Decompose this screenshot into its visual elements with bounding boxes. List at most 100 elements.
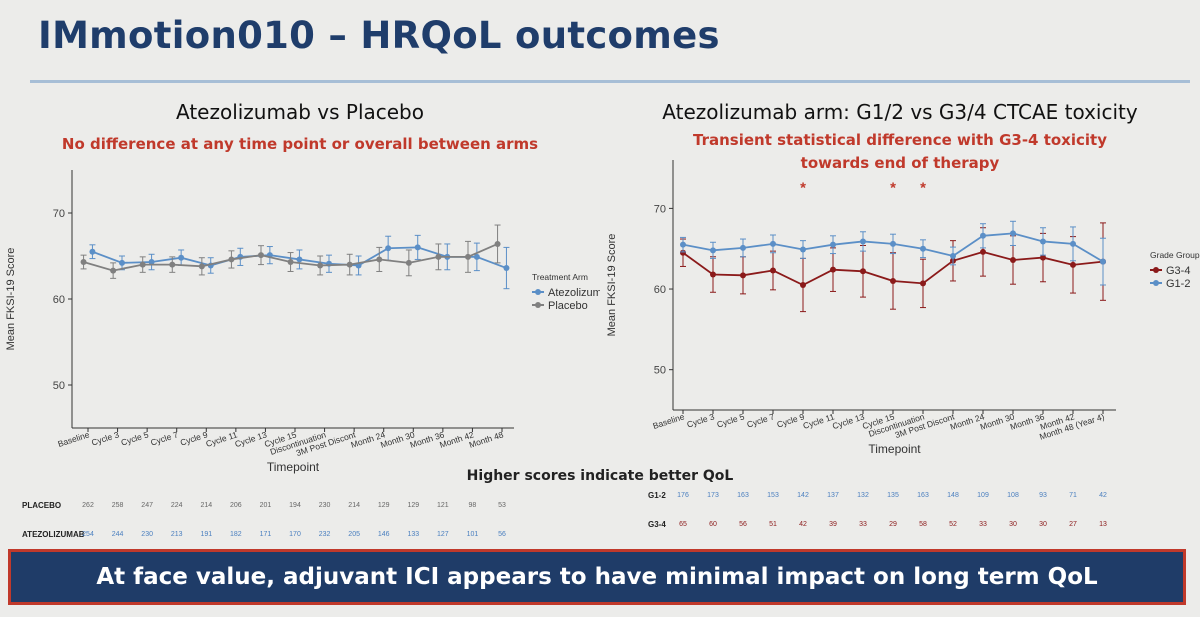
count-cell: 101: [466, 531, 479, 538]
count-cell: 230: [318, 502, 331, 509]
right-significance-marker: *: [800, 179, 806, 196]
right-data-point: [920, 280, 926, 287]
count-cell: 206: [230, 502, 242, 509]
right-chart-title: Atezolizumab arm: G1/2 vs G3/4 CTCAE tox…: [662, 100, 1138, 124]
right-y-axis-label: Mean FKSI-19 Score: [606, 234, 618, 337]
left-data-point: [80, 259, 87, 266]
count-cell: 13: [1099, 521, 1107, 528]
left-data-point: [503, 265, 510, 272]
left-data-point: [178, 254, 185, 261]
count-cell: 214: [200, 502, 213, 509]
count-cell: 163: [917, 492, 929, 499]
right-data-point: [770, 267, 776, 274]
left-x-tick-label: Cycle 5: [120, 429, 150, 447]
left-x-tick-label: Cycle 7: [149, 429, 179, 447]
count-cell: 191: [200, 531, 213, 538]
right-x-tick-label: Cycle 3: [686, 411, 716, 429]
right-data-point: [1010, 257, 1016, 263]
left-data-point: [110, 267, 117, 274]
left-y-tick-label: 60: [53, 294, 65, 306]
count-cell: 254: [82, 531, 94, 538]
right-x-axis-label: Timepoint: [868, 442, 921, 456]
count-cell: 121: [437, 502, 449, 509]
count-cell: 52: [949, 521, 957, 528]
left-data-point: [296, 256, 303, 263]
right-line-chart: 50 60 70 Baseline Cycle 3 Cycle 5 Cycle 7 Cycle…: [606, 160, 1200, 456]
right-data-point: [890, 277, 896, 284]
right-data-point: [950, 252, 956, 259]
count-cell: 30: [1009, 521, 1017, 528]
count-cell: 27: [1069, 521, 1077, 528]
right-data-point: [1070, 261, 1076, 268]
left-data-point: [257, 252, 264, 259]
left-x-tick-label: Cycle 3: [90, 429, 120, 447]
left-chart-title: Atezolizumab vs Placebo: [175, 100, 424, 124]
right-data-point: [710, 247, 716, 254]
count-cell: 60: [709, 521, 717, 528]
right-x-tick-label: Cycle 7: [746, 411, 776, 429]
count-cell: 258: [111, 502, 124, 509]
count-cell: 108: [1007, 492, 1019, 499]
left-chart-subtitle: No difference at any time point or overa…: [61, 135, 539, 153]
count-cell: 30: [1039, 521, 1047, 528]
count-cell: 214: [348, 502, 360, 509]
count-cell: 51: [769, 521, 777, 528]
count-row-label: G3-4: [648, 520, 666, 529]
left-legend-label: Placebo: [548, 300, 588, 312]
right-data-point: [770, 240, 776, 247]
left-data-point: [346, 261, 353, 268]
right-significance-marker: *: [890, 179, 896, 196]
count-cell: 232: [318, 531, 331, 538]
right-y-tick-label: 50: [654, 365, 666, 377]
left-legend-marker: [535, 302, 541, 308]
left-data-point: [464, 253, 471, 260]
right-data-point: [1100, 258, 1106, 265]
count-cell: 33: [979, 521, 987, 528]
count-cell: 29: [889, 521, 897, 528]
count-cell: 137: [827, 492, 839, 499]
right-data-point: [680, 241, 686, 248]
count-cell: 163: [737, 492, 749, 499]
count-cell: 182: [230, 531, 242, 538]
right-data-point: [860, 268, 866, 275]
left-y-tick-label: 70: [53, 208, 65, 220]
left-data-point: [89, 248, 96, 255]
right-data-point: [890, 240, 896, 247]
left-data-point: [414, 244, 421, 251]
count-cell: 33: [859, 521, 867, 528]
right-legend-title: Grade Group: [1150, 250, 1200, 260]
title-divider: [30, 80, 1190, 83]
left-data-point: [435, 253, 442, 260]
right-data-point: [710, 271, 716, 278]
right-x-tick-label: Cycle 5: [716, 411, 746, 429]
count-cell: 133: [407, 531, 420, 538]
right-y-tick-label: 60: [654, 284, 666, 296]
right-significance-marker: *: [920, 179, 926, 196]
right-legend-label: G3-4: [1166, 265, 1190, 277]
left-x-tick-label: Baseline: [57, 429, 91, 449]
count-cell: 42: [799, 521, 807, 528]
left-data-point: [228, 256, 235, 263]
count-cell: 194: [289, 502, 301, 509]
count-cell: 173: [707, 492, 719, 499]
count-cell: 262: [82, 502, 94, 509]
right-data-point: [800, 282, 806, 288]
count-cell: 65: [679, 521, 687, 528]
count-cell: 247: [141, 502, 153, 509]
right-data-point: [980, 248, 986, 255]
count-row-label: G1-2: [648, 491, 666, 500]
left-data-point: [473, 253, 480, 260]
count-cell: 53: [498, 502, 506, 509]
right-data-point: [1070, 240, 1076, 247]
count-cell: 205: [348, 531, 360, 538]
count-cell: 170: [289, 531, 301, 538]
right-chart-subtitle-2: towards end of therapy: [800, 154, 1000, 172]
left-data-point: [385, 245, 392, 252]
count-cell: 109: [977, 492, 989, 499]
left-data-point: [139, 261, 146, 268]
count-cell: 98: [468, 502, 477, 509]
count-cell: 230: [141, 531, 153, 538]
count-cell: 146: [377, 531, 390, 538]
right-legend-marker: [1153, 280, 1159, 286]
count-cell: 213: [170, 531, 183, 538]
